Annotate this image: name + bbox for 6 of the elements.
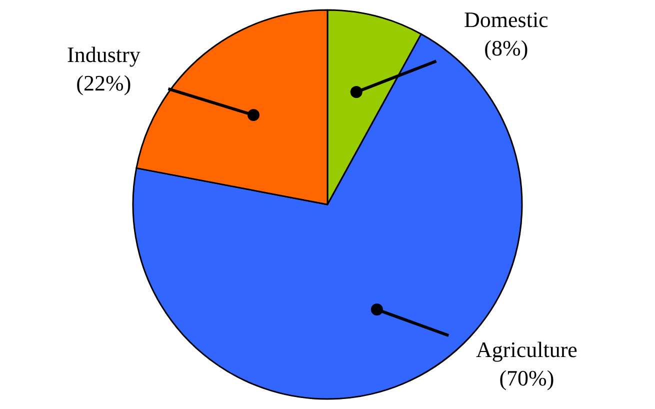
slice-label: Domestic	[464, 7, 549, 32]
slice-label: Agriculture	[476, 337, 578, 362]
data-label: (8%)	[484, 36, 528, 61]
slice-label: Industry	[67, 42, 140, 67]
data-label: (70%)	[499, 366, 554, 391]
data-label: (22%)	[76, 70, 132, 96]
